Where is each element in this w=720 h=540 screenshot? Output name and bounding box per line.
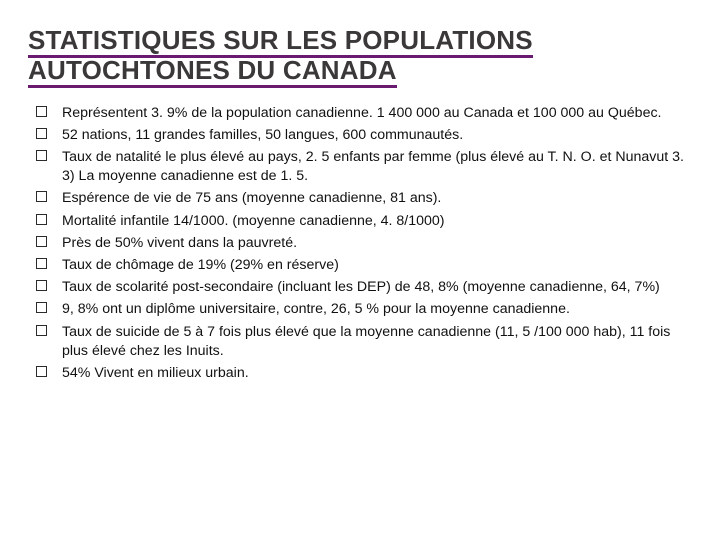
list-item: Taux de suicide de 5 à 7 fois plus élevé… bbox=[34, 323, 688, 361]
list-item-text: Représentent 3. 9% de la population cana… bbox=[62, 105, 662, 121]
checkbox-icon bbox=[36, 128, 47, 139]
list-item-text: 54% Vivent en milieux urbain. bbox=[62, 365, 249, 381]
checkbox-icon bbox=[36, 236, 47, 247]
list-item: 52 nations, 11 grandes familles, 50 lang… bbox=[34, 126, 688, 145]
list-item: Près de 50% vivent dans la pauvreté. bbox=[34, 234, 688, 253]
list-item-text: Taux de chômage de 19% (29% en réserve) bbox=[62, 257, 339, 273]
slide-title: STATISTIQUES SUR LES POPULATIONS AUTOCHT… bbox=[28, 26, 692, 86]
checkbox-icon bbox=[36, 214, 47, 225]
checkbox-icon bbox=[36, 258, 47, 269]
checkbox-icon bbox=[36, 325, 47, 336]
list-item-text: 52 nations, 11 grandes familles, 50 lang… bbox=[62, 127, 463, 143]
checkbox-icon bbox=[36, 280, 47, 291]
list-item-text: Mortalité infantile 14/1000. (moyenne ca… bbox=[62, 213, 445, 229]
checkbox-icon bbox=[36, 150, 47, 161]
slide: STATISTIQUES SUR LES POPULATIONS AUTOCHT… bbox=[0, 0, 720, 540]
list-item: 54% Vivent en milieux urbain. bbox=[34, 364, 688, 383]
checkbox-icon bbox=[36, 302, 47, 313]
list-item: Représentent 3. 9% de la population cana… bbox=[34, 104, 688, 123]
list-item-text: Espérence de vie de 75 ans (moyenne cana… bbox=[62, 190, 441, 206]
title-line-1: STATISTIQUES SUR LES POPULATIONS bbox=[28, 25, 533, 58]
list-item: Taux de scolarité post-secondaire (inclu… bbox=[34, 278, 688, 297]
checkbox-icon bbox=[36, 366, 47, 377]
list-item-text: Taux de suicide de 5 à 7 fois plus élevé… bbox=[62, 324, 670, 359]
list-item: Taux de chômage de 19% (29% en réserve) bbox=[34, 256, 688, 275]
list-item: Mortalité infantile 14/1000. (moyenne ca… bbox=[34, 212, 688, 231]
list-item-text: Taux de scolarité post-secondaire (inclu… bbox=[62, 279, 660, 295]
checkbox-icon bbox=[36, 191, 47, 202]
list-item: Espérence de vie de 75 ans (moyenne cana… bbox=[34, 189, 688, 208]
list-item: Taux de natalité le plus élevé au pays, … bbox=[34, 148, 688, 186]
list-item-text: Taux de natalité le plus élevé au pays, … bbox=[62, 149, 684, 184]
list-item: 9, 8% ont un diplôme universitaire, cont… bbox=[34, 300, 688, 319]
title-line-2: AUTOCHTONES DU CANADA bbox=[28, 55, 397, 88]
bullet-list: Représentent 3. 9% de la population cana… bbox=[28, 104, 692, 383]
checkbox-icon bbox=[36, 106, 47, 117]
list-item-text: Près de 50% vivent dans la pauvreté. bbox=[62, 235, 297, 251]
list-item-text: 9, 8% ont un diplôme universitaire, cont… bbox=[62, 301, 570, 317]
